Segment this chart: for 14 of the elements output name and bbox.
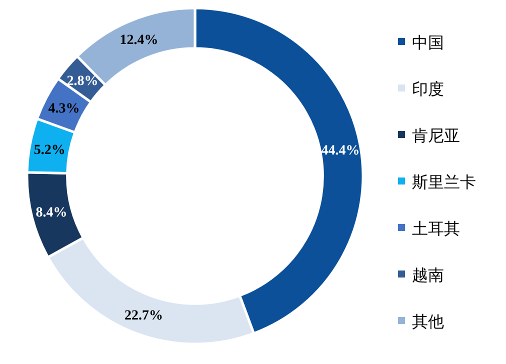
data-label: 8.4% (36, 205, 68, 220)
legend-label: 越南 (412, 266, 444, 284)
data-label: 4.3% (48, 101, 80, 116)
data-label: 5.2% (34, 142, 66, 158)
data-label: 22.7% (124, 308, 163, 324)
legend-label: 其他 (412, 312, 444, 331)
data-label: 12.4% (120, 33, 158, 48)
legend-label: 中国 (412, 33, 444, 52)
data-label: 44.4% (321, 144, 360, 159)
data-label: 2.8% (66, 74, 98, 90)
legend-label: 斯里兰卡 (412, 172, 476, 192)
legend-label: 印度 (412, 80, 444, 98)
legend-label: 肯尼亚 (412, 126, 460, 145)
legend-label: 土耳其 (412, 219, 460, 238)
